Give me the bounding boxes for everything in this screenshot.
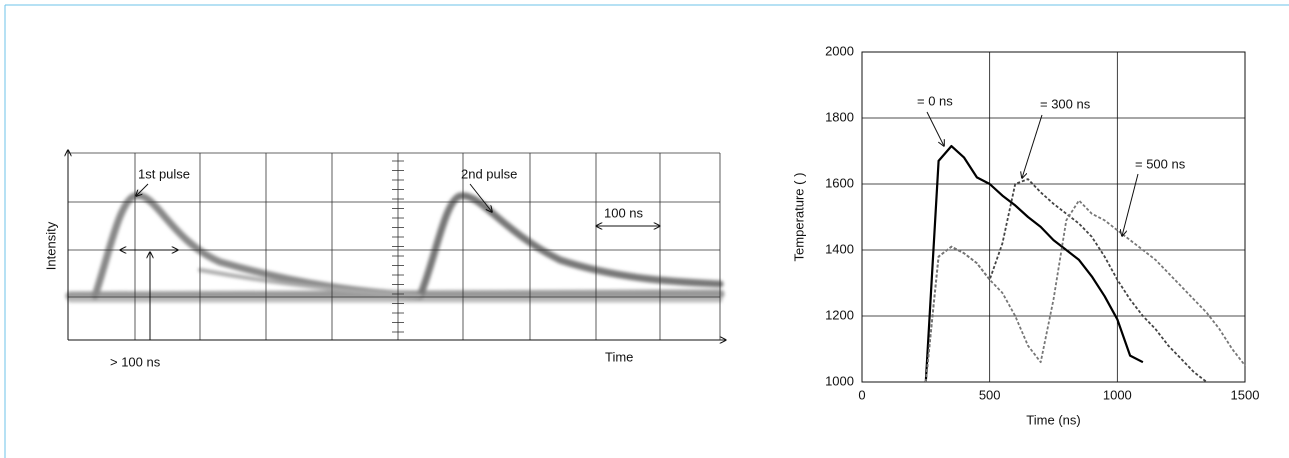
series-label: = 500 ns	[1135, 156, 1186, 171]
y-axis-label: Intensity	[43, 221, 58, 270]
y-tick-label: 1200	[825, 307, 854, 322]
y-tick-label: 1400	[825, 241, 854, 256]
x-tick-label: 0	[858, 387, 865, 402]
annotation: > 100 ns	[110, 354, 161, 369]
arrow	[927, 112, 944, 146]
x-axis-label: Time	[605, 349, 633, 364]
figure: Time Intensity 1st pulse 2nd pulse 100 ns > 1…	[0, 0, 1289, 458]
series-label: = 300 ns	[1040, 96, 1091, 111]
series-line	[926, 146, 1143, 382]
x-tick-label: 500	[979, 387, 1001, 402]
y-tick-label: 1600	[825, 175, 854, 190]
series-label: = 0 ns	[917, 93, 953, 108]
annotation: 1st pulse	[138, 166, 190, 181]
series-line	[926, 201, 1245, 383]
x-tick-label: 1000	[1103, 387, 1132, 402]
arrow	[1022, 115, 1042, 178]
annotation: 100 ns	[604, 205, 644, 220]
x-axis-label: Time (ns)	[1026, 412, 1080, 427]
arrow	[1122, 174, 1138, 236]
series-line	[926, 179, 1207, 382]
y-tick-label: 1800	[825, 109, 854, 124]
y-axis-label: Temperature ( )	[791, 173, 806, 262]
annotation: 2nd pulse	[461, 166, 517, 181]
y-tick-label: 1000	[825, 373, 854, 388]
x-tick-label: 1500	[1231, 387, 1260, 402]
y-tick-label: 2000	[825, 43, 854, 58]
